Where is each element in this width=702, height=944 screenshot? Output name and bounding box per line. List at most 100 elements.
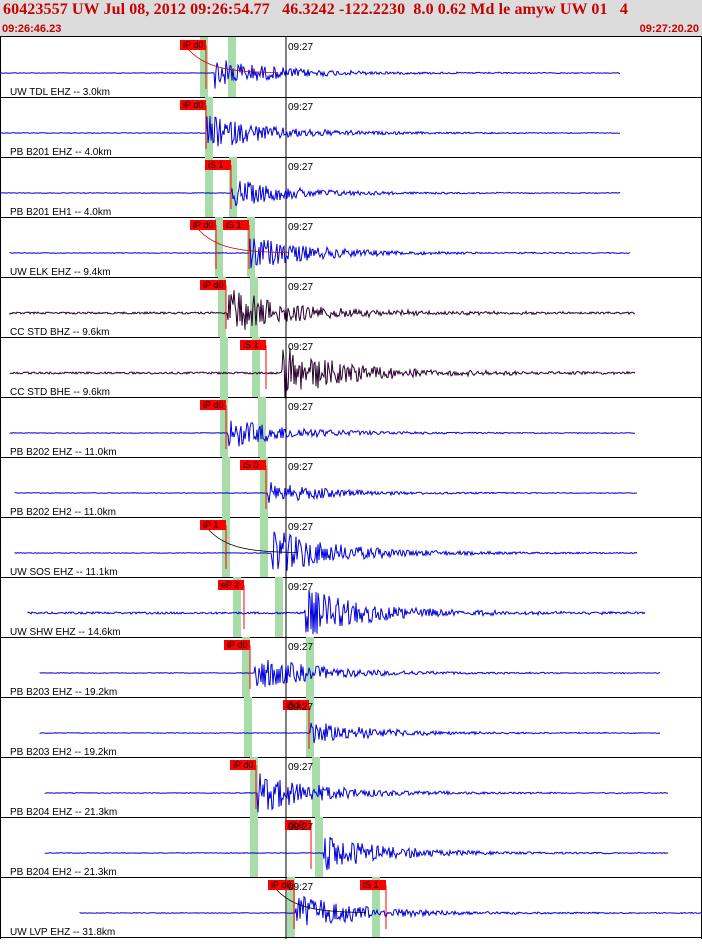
pick-label: iS 1 (208, 160, 224, 170)
pick-label: iS 0 (288, 820, 304, 830)
coda-curve (187, 48, 278, 73)
trace-row: iP d0 09:27 PB B204 EHZ -- 21.3km (0, 757, 702, 818)
trace-row: iP 1 09:27 UW SOS EHZ -- 11.1km (0, 517, 702, 578)
waveform-trace (0, 181, 621, 207)
station-label: PB B201 EHZ -- 4.0km (10, 147, 112, 158)
minute-label: 09:27 (288, 162, 313, 173)
pick-label: eP 2 (221, 580, 239, 590)
pick-band (250, 817, 258, 877)
station-label: PB B203 EHZ -- 19.2km (10, 687, 117, 698)
window-end-time: 09:27:20.20 (639, 23, 699, 35)
pick-label: iP 1 (203, 520, 218, 530)
pick-marker (360, 880, 386, 890)
pick-band (312, 757, 320, 817)
pick-band (260, 517, 268, 577)
pick-band (229, 157, 237, 217)
trace-row: iP d0 09:27 PB B202 EHZ -- 11.0km (0, 397, 702, 458)
station-label: UW SOS EHZ -- 11.1km (10, 567, 118, 578)
waveform-trace (9, 290, 636, 330)
trace-row: iS 009:27 PB B204 EH2 -- 21.3km (0, 817, 702, 878)
seismogram-panel: iP d0 09:27 UW TDL EHZ -- 3.0km iP d0 09:27 P… (0, 36, 702, 939)
minute-label: 09:27 (288, 822, 313, 833)
station-label: PB B202 EHZ -- 11.0km (10, 447, 117, 458)
minute-label: 09:27 (288, 282, 313, 293)
minute-label: 09:27 (288, 102, 313, 113)
waveform-trace (27, 589, 646, 635)
station-label: UW ELK EHZ -- 9.4km (10, 267, 111, 278)
pick-marker (200, 520, 226, 530)
pick-label: iP d0 (227, 640, 247, 650)
pick-marker (283, 700, 309, 710)
waveform-trace (44, 773, 669, 813)
station-label: PB B204 EH2 -- 21.3km (10, 867, 117, 878)
pick-label: iP d0 (203, 400, 223, 410)
minute-label: 09:27 (288, 222, 313, 233)
pick-label: iS 1 (363, 880, 379, 890)
pick-marker (180, 100, 206, 110)
pick-band (275, 577, 283, 637)
minute-label: 09:27 (288, 882, 313, 893)
pick-band (260, 457, 268, 517)
coda-curve (197, 228, 288, 253)
waveform-trace (9, 347, 636, 399)
waveform-trace (0, 116, 621, 147)
station-label: CC STD BHZ -- 9.6km (10, 327, 109, 338)
station-label: PB B202 EH2 -- 11.0km (10, 507, 116, 518)
waveform-trace (9, 238, 631, 269)
trace-row: eP 2 09:27 UW SHW EHZ -- 14.6km (0, 577, 702, 638)
station-label: PB B203 EH2 -- 19.2km (10, 747, 117, 758)
pick-marker (224, 640, 250, 650)
pick-band (242, 637, 250, 697)
pick-band (247, 217, 255, 277)
pick-band (205, 157, 213, 217)
trace-row: iS 1 09:27 CC STD BHE -- 9.6km (0, 337, 702, 399)
pick-band (252, 337, 260, 397)
pick-label: iP d0 (183, 100, 203, 110)
pick-band (222, 457, 230, 517)
pick-band (306, 637, 314, 697)
pick-band (218, 277, 226, 337)
pick-label: iP d0 (233, 760, 253, 770)
pick-label: iS 0 (243, 460, 259, 470)
station-label: UW SHW EHZ -- 14.6km (10, 627, 121, 638)
waveform-trace (9, 420, 636, 447)
pick-marker (223, 220, 249, 230)
trace-row: iP d0 09:27 CC STD BHZ -- 9.6km (0, 277, 702, 338)
waveform-trace (44, 836, 669, 871)
minute-label: 09:27 (288, 702, 313, 713)
waveform-trace (0, 60, 621, 89)
pick-band (315, 817, 323, 877)
pick-label: iS 1 (226, 220, 242, 230)
pick-band (372, 877, 380, 937)
pick-label: iP d0 (193, 220, 213, 230)
pick-label: iP d0 (183, 40, 203, 50)
coda-curve (207, 528, 298, 553)
pick-band (200, 37, 208, 97)
coda-curve (275, 888, 366, 913)
minute-label: 09:27 (288, 42, 313, 53)
pick-label: iP d0 (271, 880, 291, 890)
minute-label: 09:27 (288, 402, 313, 413)
trace-row: iS 1 09:27 PB B201 EH1 -- 4.0km (0, 157, 702, 218)
station-label: CC STD BHE -- 9.6km (10, 387, 110, 398)
pick-marker (180, 40, 206, 50)
station-label: UW TDL EHZ -- 3.0km (10, 87, 110, 98)
pick-band (244, 697, 252, 757)
pick-band (287, 877, 295, 937)
pick-marker (200, 400, 226, 410)
minute-label: 09:27 (288, 762, 313, 773)
pick-band (220, 337, 228, 397)
pick-marker (240, 340, 266, 350)
pick-marker (285, 820, 311, 830)
pick-label: iP d0 (203, 280, 223, 290)
pick-marker (205, 160, 231, 170)
trace-row: iP d0 09:27 UW TDL EHZ -- 3.0km (0, 37, 702, 98)
trace-row: iS 0 09:27 PB B202 EH2 -- 11.0km (0, 457, 702, 518)
event-title: 60423557 UW Jul 08, 2012 09:26:54.77 46.… (3, 1, 628, 18)
trace-row: iP d0 09:27 PB B203 EHZ -- 19.2km (0, 637, 702, 698)
station-label: PB B201 EH1 -- 4.0km (10, 207, 111, 218)
minute-label: 09:27 (288, 462, 313, 473)
pick-marker (240, 460, 266, 470)
trace-row: iP d0 iS 1 09:27 UW LVP EHZ -- 31.8km (0, 877, 702, 938)
